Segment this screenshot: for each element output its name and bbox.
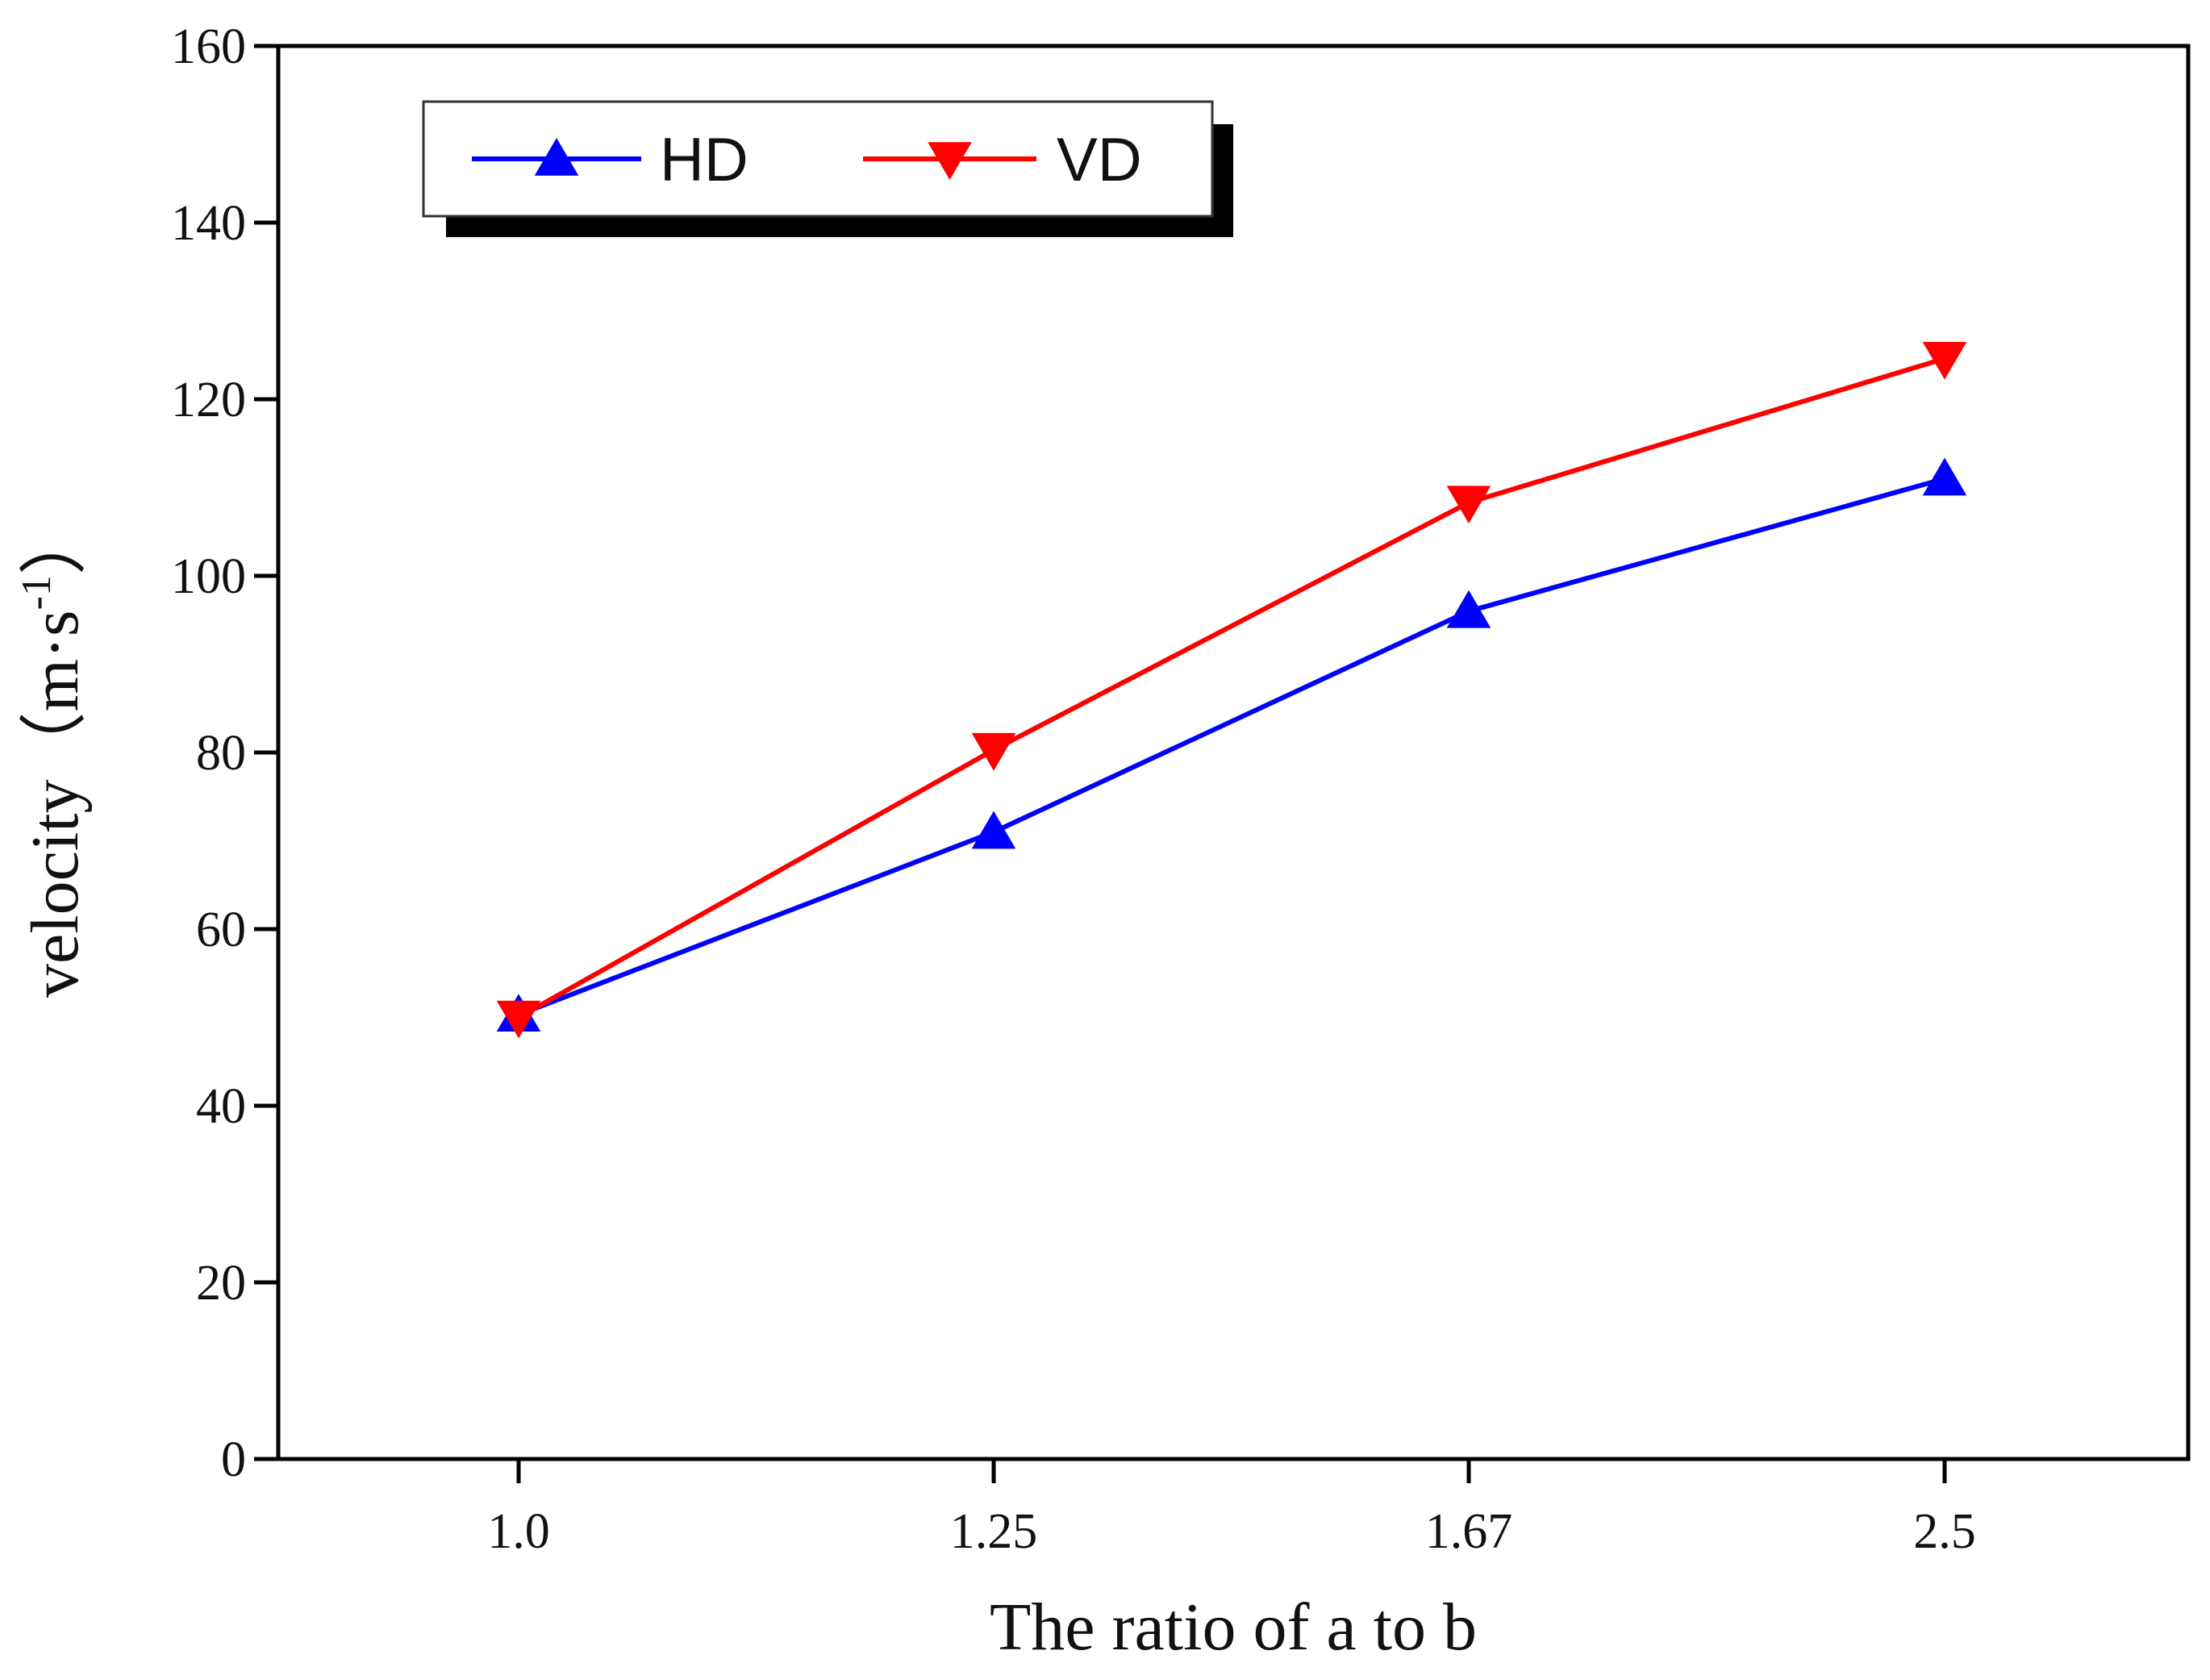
y-axis-title-superscript: -1	[14, 575, 60, 610]
data-point-vd	[1446, 486, 1491, 524]
legend-item-hd: HD	[472, 126, 748, 194]
data-point-hd	[1922, 457, 1967, 496]
legend-label-vd: VD	[1057, 126, 1142, 194]
y-tick-label: 100	[171, 549, 246, 604]
y-tick-label: 140	[171, 196, 246, 251]
legend-label-hd: HD	[660, 126, 748, 194]
data-point-hd	[971, 811, 1016, 849]
y-tick-label: 60	[196, 903, 246, 957]
plot-frame	[276, 44, 2191, 1461]
y-axis-title: velocity（m·s-1）	[14, 507, 93, 998]
y-tick-label: 80	[196, 726, 246, 781]
legend-item-vd: VD	[863, 126, 1142, 194]
legend-items: HD VD	[472, 126, 1142, 194]
data-point-vd	[971, 732, 1016, 771]
series-vd	[496, 341, 1967, 1039]
x-tick-label: 1.25	[950, 1504, 1038, 1559]
series-line-hd	[517, 476, 1945, 1018]
y-axis-title-main: velocity（m·s	[18, 610, 93, 998]
y-axis-title-close: ）	[18, 507, 93, 575]
x-tick-label: 2.5	[1913, 1504, 1976, 1559]
y-tick-label: 160	[171, 19, 246, 74]
x-tick-label: 1.0	[487, 1504, 550, 1559]
data-point-hd	[1446, 590, 1491, 628]
y-axis: 0 20 40 60 80 100 120 140 160	[171, 19, 278, 1487]
data-point-vd	[496, 1000, 541, 1039]
y-tick-label: 120	[171, 373, 246, 427]
series-hd	[496, 457, 1967, 1032]
series-line-vd	[517, 356, 1945, 1020]
legend-box	[422, 100, 1214, 218]
y-tick-label: 20	[196, 1256, 246, 1311]
data-point-vd	[1922, 341, 1967, 380]
x-axis: 1.0 1.25 1.67 2.5	[487, 1459, 1976, 1559]
y-tick-label: 0	[221, 1432, 246, 1487]
series-layer	[496, 341, 1967, 1039]
legend: HD VD	[422, 100, 1233, 237]
legend-marker-hd	[534, 138, 579, 176]
legend-marker-vd	[928, 142, 972, 180]
x-tick-label: 1.67	[1425, 1504, 1513, 1559]
x-axis-title: The ratio of a to b	[990, 1590, 1477, 1665]
y-tick-label: 40	[196, 1079, 246, 1134]
